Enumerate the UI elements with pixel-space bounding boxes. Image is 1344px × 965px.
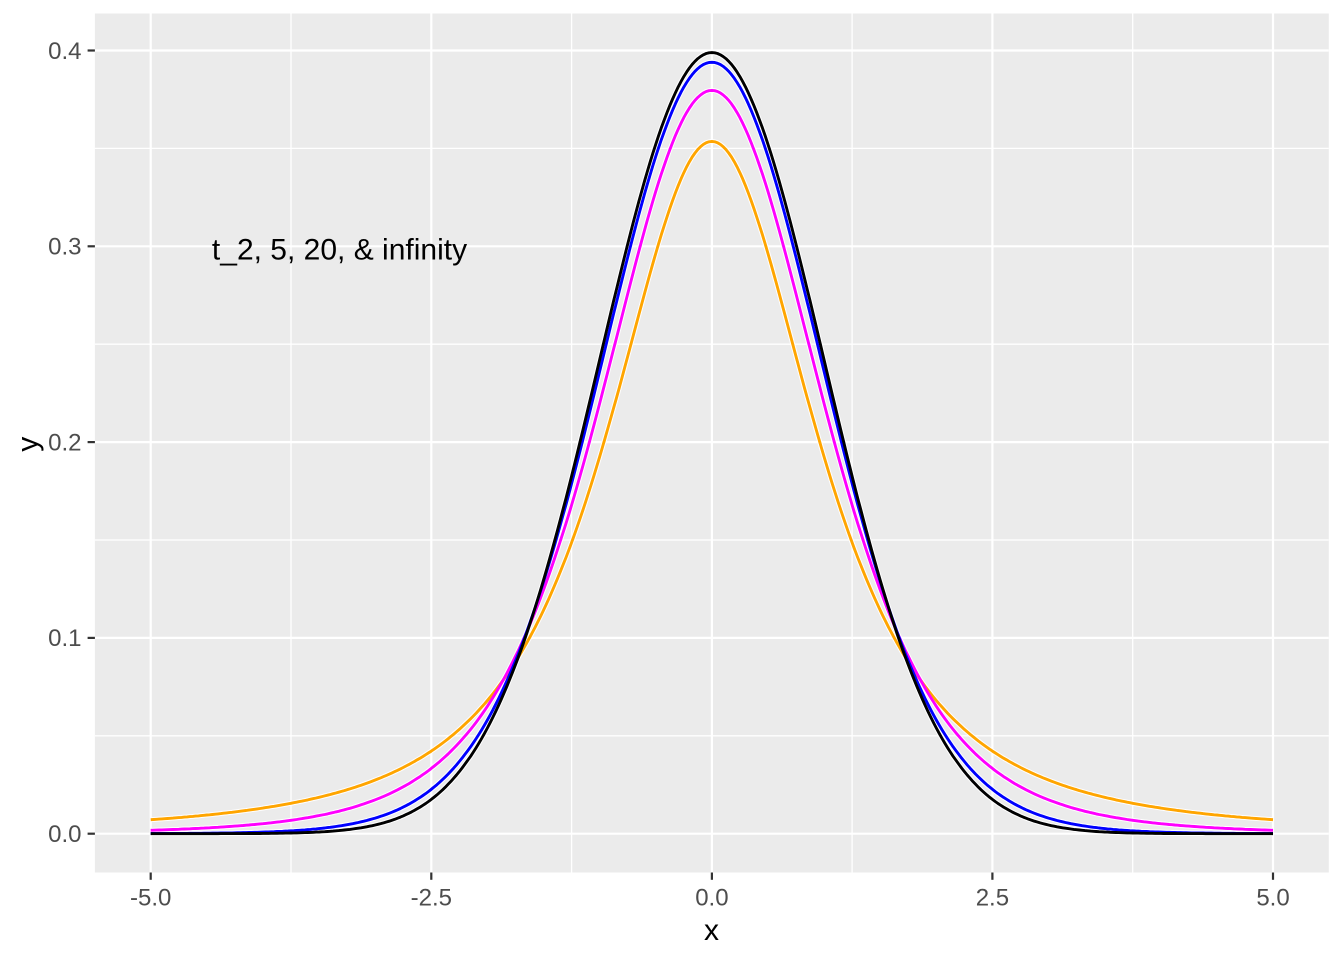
svg-text:2.5: 2.5: [976, 885, 1009, 912]
svg-text:x: x: [704, 914, 719, 947]
svg-text:0.0: 0.0: [48, 821, 81, 848]
svg-text:t_2, 5, 20, & infinity: t_2, 5, 20, & infinity: [212, 233, 467, 266]
svg-text:-5.0: -5.0: [130, 885, 171, 912]
svg-text:-2.5: -2.5: [411, 885, 452, 912]
svg-text:5.0: 5.0: [1256, 885, 1289, 912]
svg-text:0.3: 0.3: [48, 234, 81, 261]
svg-text:0.1: 0.1: [48, 625, 81, 652]
svg-text:y: y: [12, 437, 45, 452]
svg-text:0.2: 0.2: [48, 429, 81, 456]
svg-text:0.4: 0.4: [48, 38, 81, 65]
svg-text:0.0: 0.0: [695, 885, 728, 912]
